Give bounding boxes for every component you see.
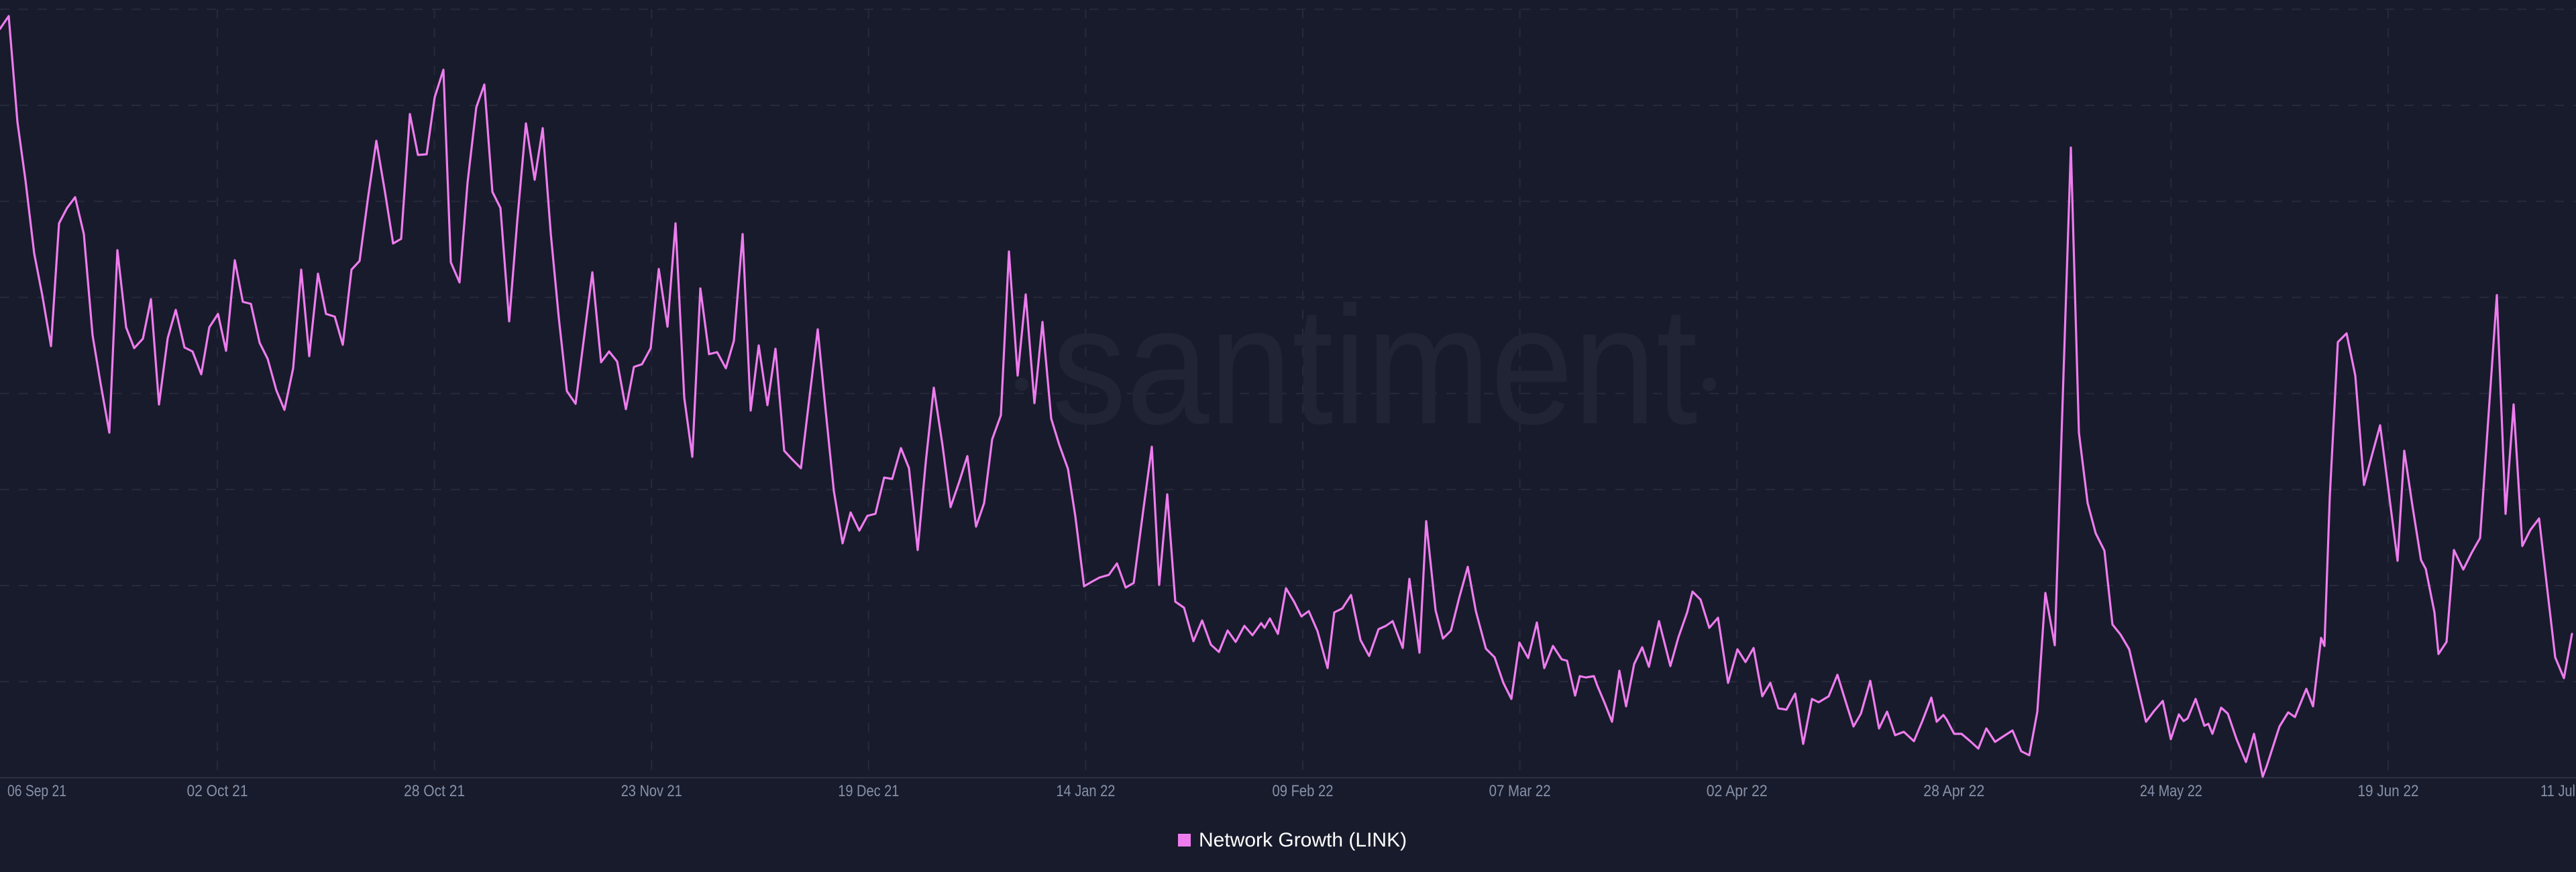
svg-text:07 Mar 22: 07 Mar 22 <box>1489 782 1551 800</box>
svg-text:19 Jun 22: 19 Jun 22 <box>2358 782 2419 800</box>
svg-text:02 Oct 21: 02 Oct 21 <box>187 782 248 800</box>
svg-text:Network Growth (LINK): Network Growth (LINK) <box>1199 829 1407 851</box>
svg-text:23 Nov 21: 23 Nov 21 <box>621 782 682 800</box>
svg-text:02 Apr 22: 02 Apr 22 <box>1707 782 1768 800</box>
svg-text:24 May 22: 24 May 22 <box>2140 782 2202 800</box>
svg-text:06 Sep 21: 06 Sep 21 <box>7 782 66 800</box>
svg-text:28 Apr 22: 28 Apr 22 <box>1923 782 1984 800</box>
svg-text:11 Jul: 11 Jul <box>2540 782 2575 800</box>
svg-text:santiment: santiment <box>1052 272 1697 459</box>
svg-text:09 Feb 22: 09 Feb 22 <box>1273 782 1334 800</box>
svg-text:19 Dec 21: 19 Dec 21 <box>838 782 899 800</box>
svg-text:14 Jan 22: 14 Jan 22 <box>1056 782 1115 800</box>
svg-text:28 Oct 21: 28 Oct 21 <box>404 782 465 800</box>
